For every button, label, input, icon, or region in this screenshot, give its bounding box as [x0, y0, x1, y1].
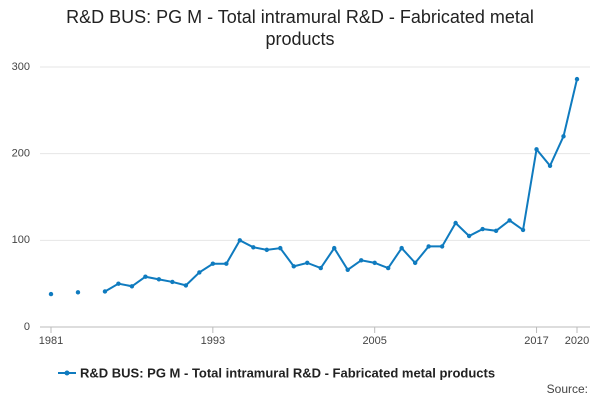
point	[372, 260, 377, 266]
point	[129, 284, 135, 289]
point	[318, 265, 323, 271]
point	[385, 265, 391, 271]
y-tick-label: 300	[12, 61, 30, 73]
source: Source:	[547, 382, 588, 396]
series-line	[104, 78, 578, 293]
point	[210, 261, 216, 266]
point	[453, 220, 458, 226]
point	[183, 283, 189, 288]
point	[48, 291, 54, 297]
point	[332, 245, 337, 251]
point	[480, 226, 485, 232]
legend-marker	[64, 370, 70, 376]
point	[345, 267, 350, 272]
point	[224, 261, 229, 266]
point	[237, 238, 243, 243]
x-tick-label: 1993	[201, 335, 225, 347]
point	[170, 279, 175, 285]
point	[359, 258, 364, 263]
point	[466, 233, 472, 239]
point	[426, 244, 431, 249]
point	[156, 277, 162, 282]
point	[547, 163, 553, 168]
point	[399, 245, 404, 251]
y-tick-label: 200	[12, 148, 30, 160]
point	[291, 264, 296, 269]
x-tick-label: 2020	[565, 335, 589, 347]
point	[493, 228, 499, 233]
point	[102, 289, 108, 294]
point	[507, 218, 512, 223]
x-tick-label: 2005	[362, 335, 386, 347]
y-tick-label: 100	[12, 234, 30, 246]
point	[574, 76, 580, 82]
point	[116, 281, 121, 286]
point	[197, 270, 202, 275]
point	[75, 290, 81, 295]
legend-label: R&D BUS: PG M - Total intramural R&D - F…	[80, 365, 495, 380]
x-tick-label: 1981	[39, 335, 63, 347]
point	[305, 260, 310, 266]
point	[520, 227, 526, 233]
point	[143, 274, 148, 279]
y-tick-label: 0	[24, 321, 30, 333]
point	[439, 244, 445, 249]
point	[534, 147, 539, 152]
point	[278, 245, 283, 251]
x-tick-label: 2017	[524, 335, 548, 347]
point	[561, 134, 566, 139]
chart-title: R&D BUS: PG M - Total intramural R&D - F…	[66, 7, 534, 49]
point	[412, 260, 418, 266]
point	[264, 247, 269, 253]
point	[251, 245, 256, 250]
